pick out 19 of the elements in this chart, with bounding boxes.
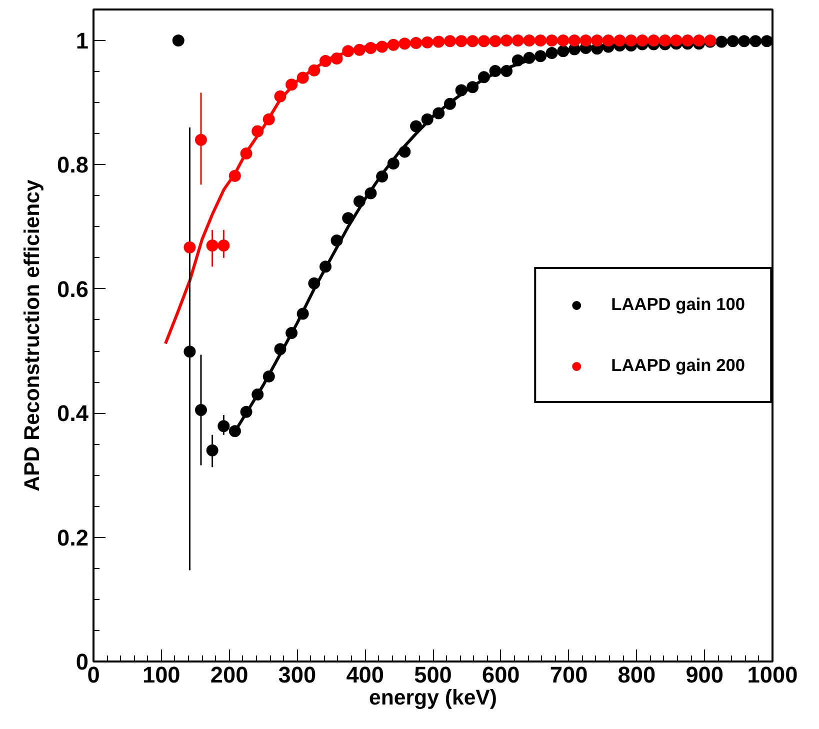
- y-tick-label: 0.6: [57, 276, 89, 302]
- x-tick-label: 400: [346, 662, 384, 688]
- legend-label: LAAPD gain 200: [611, 355, 745, 376]
- x-tick-label: 100: [142, 662, 180, 688]
- x-tick-label: 600: [482, 662, 520, 688]
- x-tick-label: 800: [618, 662, 656, 688]
- x-tick-label: 300: [278, 662, 316, 688]
- x-tick-label: 200: [210, 662, 248, 688]
- x-tick-label: 1000: [747, 662, 798, 688]
- y-tick-label: 0.4: [57, 400, 89, 426]
- y-tick-label: 1: [76, 28, 89, 54]
- legend-label: LAAPD gain 100: [611, 294, 745, 315]
- x-tick-label: 700: [550, 662, 588, 688]
- y-tick-label: 0.2: [57, 524, 89, 550]
- y-tick-label: 0.8: [57, 152, 89, 178]
- x-axis-title: energy (keV): [368, 686, 498, 710]
- x-tick-label: 500: [414, 662, 452, 688]
- y-axis-title: APD Reconstruction efficiency: [20, 180, 44, 492]
- x-tick-label: 900: [686, 662, 724, 688]
